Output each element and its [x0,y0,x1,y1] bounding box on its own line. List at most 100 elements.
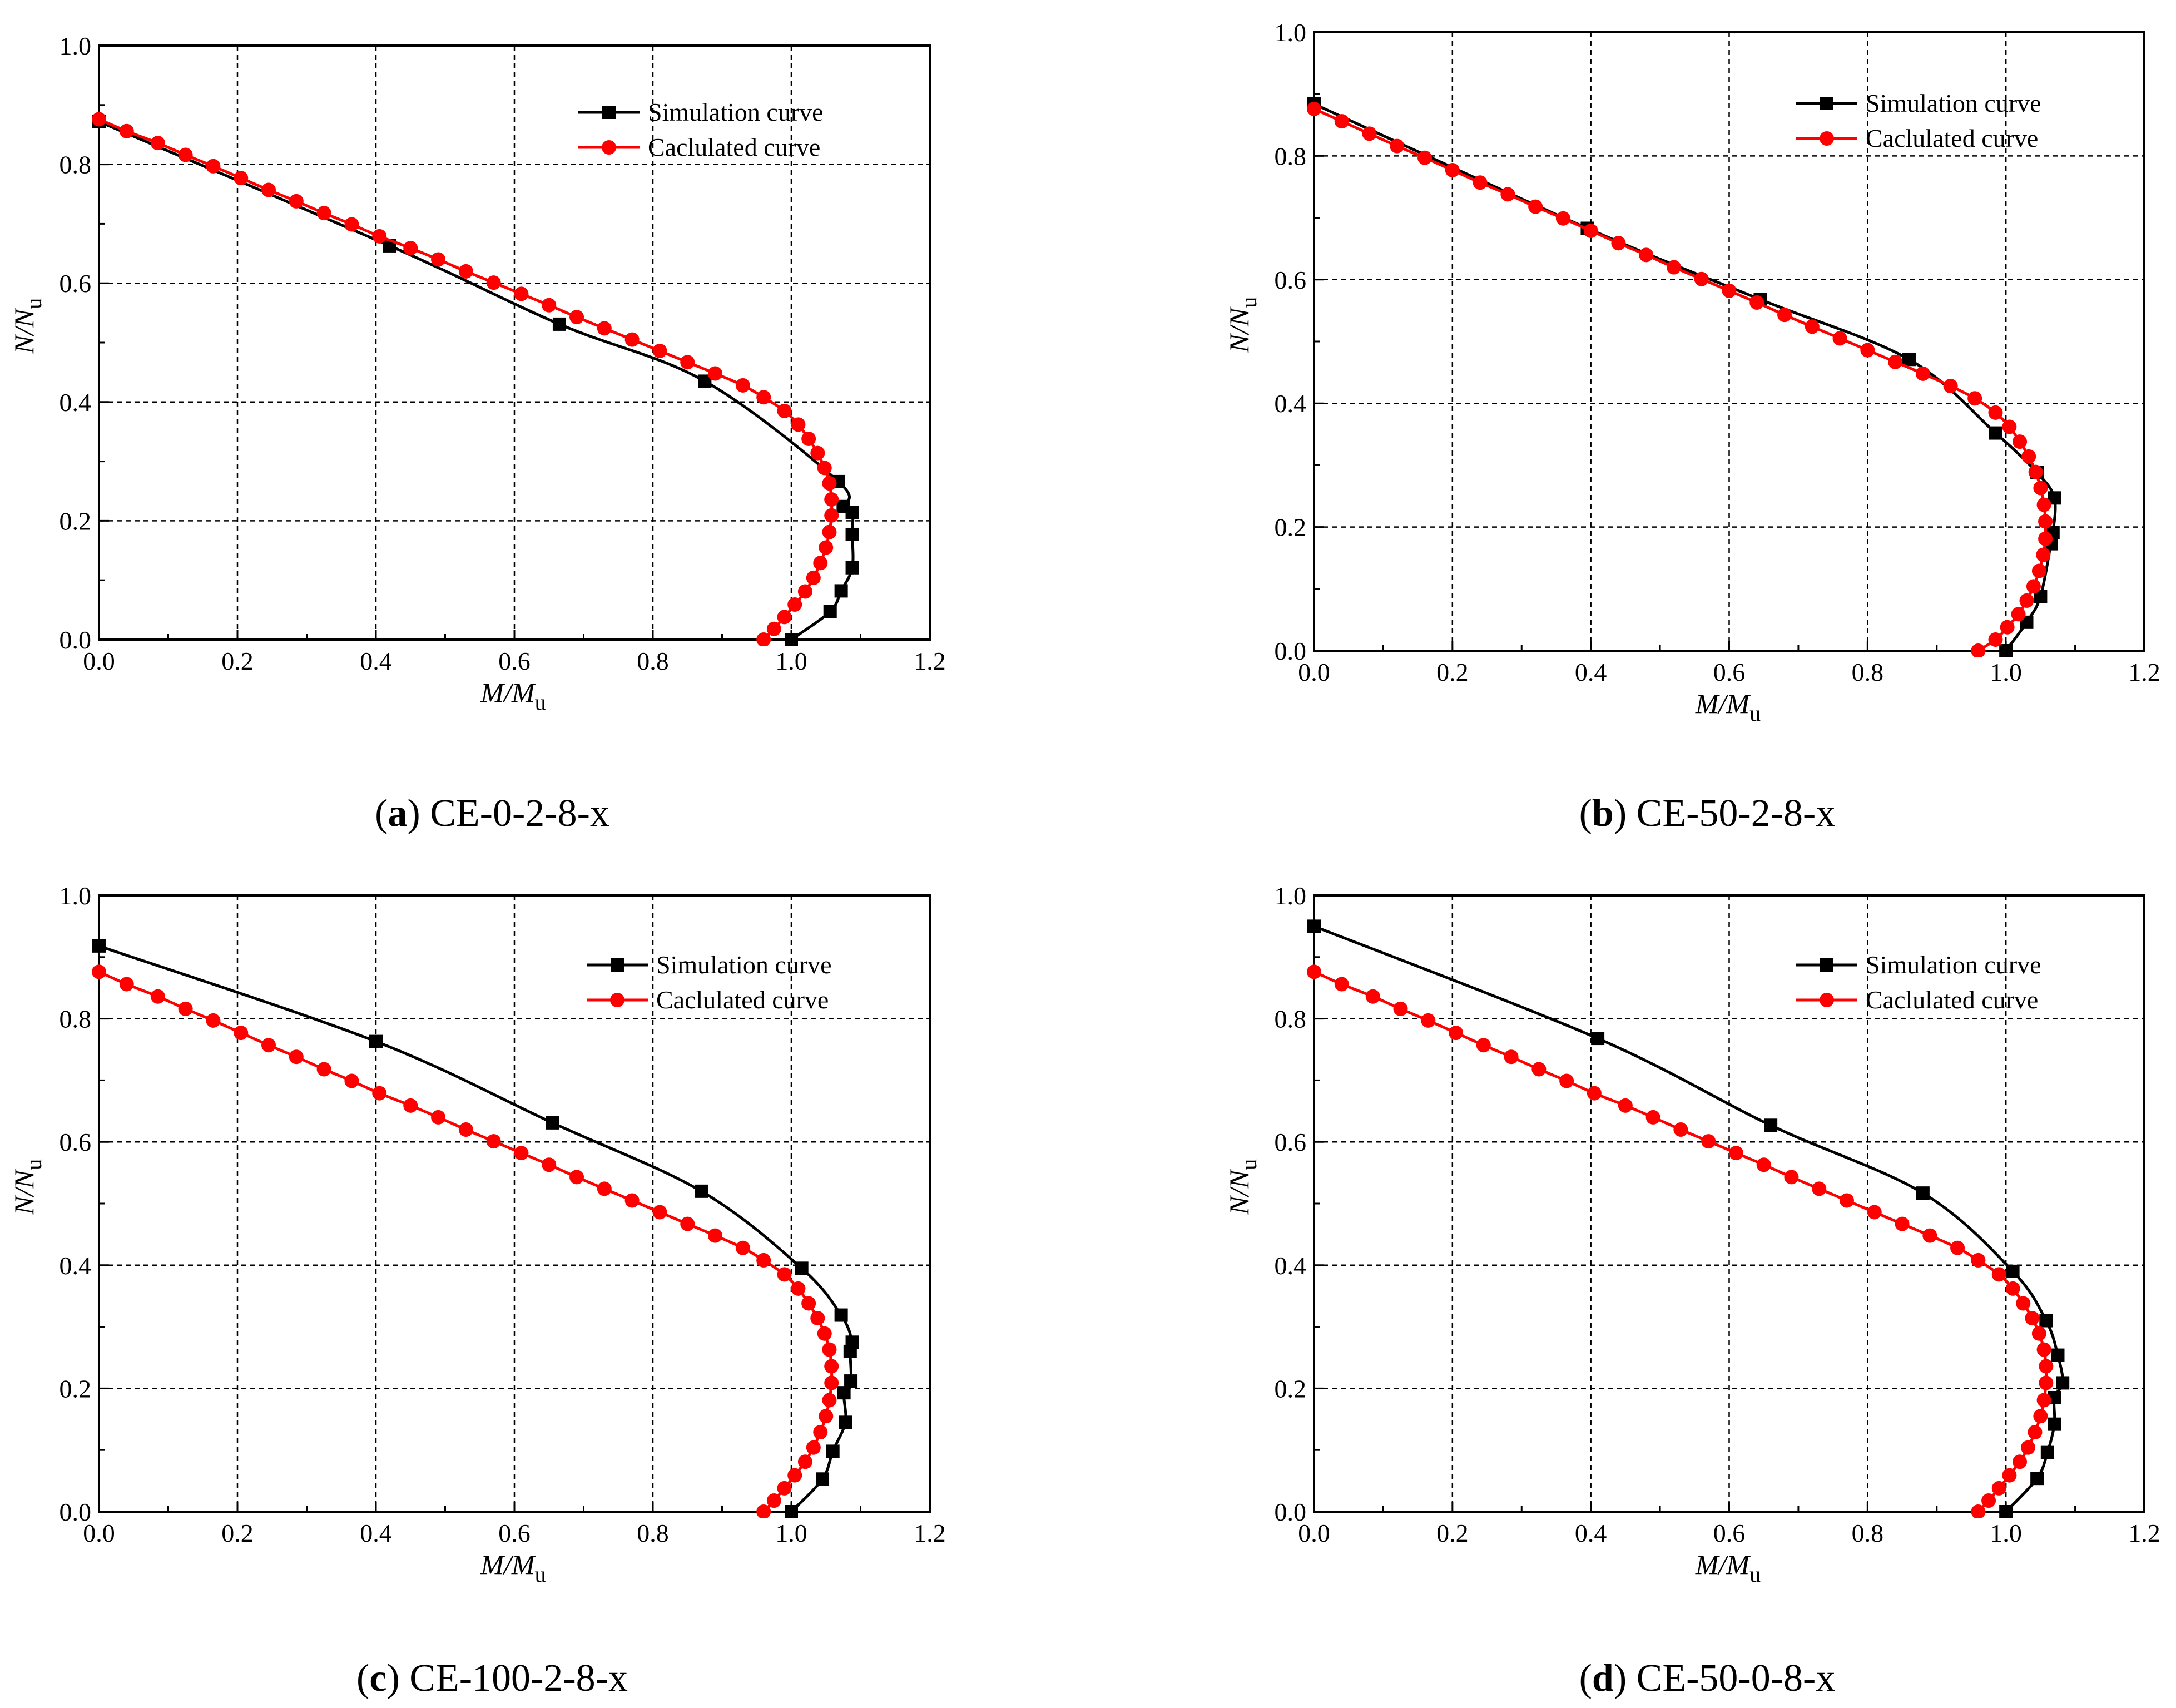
data-point-circle [824,492,839,507]
data-point-circle [1860,343,1875,358]
data-point-circle [1812,1181,1827,1196]
y-tick-label: 0.0 [1275,637,1307,665]
x-tick-label: 1.0 [1990,1519,2022,1547]
data-point-circle [1334,114,1349,129]
x-tick-label: 1.2 [2128,658,2160,686]
data-point-circle [1449,1026,1464,1041]
x-axis-label-part: M/M [1695,688,1751,719]
data-point-circle [486,1134,501,1149]
data-point-circle [824,508,839,523]
series-line [98,971,834,1513]
data-point-circle [2025,1311,2040,1326]
caption-paren-open: ( [1579,792,1592,835]
calculated-series [1307,964,2054,1518]
data-point-circle [1922,1228,1937,1243]
data-point-circle [1645,1110,1660,1125]
data-point-circle [824,1359,839,1374]
x-tick-label: 0.4 [1575,1519,1607,1547]
data-point-square [1902,353,1916,367]
x-tick-label: 0.0 [83,1519,115,1547]
data-point-square [2056,1376,2070,1390]
data-point-circle [824,1375,839,1390]
data-point-circle [92,112,106,127]
data-point-square [1989,426,2002,440]
caption-text: ) CE-50-2-8-x [1614,792,1836,835]
data-point-circle [819,540,834,555]
data-point-circle [2031,1326,2046,1341]
x-tick-label: 0.2 [1436,658,1469,686]
calculated-series [92,112,839,646]
data-point-circle [119,977,134,992]
y-tick-label: 0.6 [60,269,92,298]
data-point-circle [2036,547,2051,562]
data-point-circle [735,1240,750,1255]
data-point-square [844,1374,858,1388]
chart-panel-b: 0.0 0.2 0.4 0.6 0.8 1.0 1.2 0.0 0.2 0.4 0.6 0.8 1.0 M… [1223,18,2160,835]
data-point-circle [708,366,723,381]
data-point-circle [1421,1013,1436,1028]
data-point-circle [2021,449,2036,464]
data-point-square [2048,1417,2061,1431]
caption-letter: d [1592,1657,1614,1700]
y-axis-label: N/Nu [1223,297,1261,354]
data-point-circle [777,610,792,625]
caption-letter: b [1592,792,1614,835]
data-point-circle [514,286,529,301]
data-point-square [843,1344,857,1358]
data-point-square [785,1505,798,1518]
data-point-circle [652,1205,667,1220]
x-tick-label: 0.4 [360,647,392,675]
data-point-square [552,317,566,331]
data-point-circle [822,1393,837,1408]
data-point-circle [1365,989,1380,1004]
data-point-circle [1915,366,1930,381]
data-point-circle [766,621,781,636]
data-point-circle [178,1001,193,1016]
series-line [98,118,834,641]
data-point-circle [822,524,837,539]
data-point-circle [1500,187,1515,202]
data-point-circle [1307,101,1321,116]
caption-letter: c [369,1657,386,1700]
x-tick-label: 0.0 [83,647,115,675]
data-point-circle [708,1228,723,1243]
x-tick-label: 0.6 [498,647,531,675]
data-point-circle [801,1296,816,1311]
y-axis-label-sub: u [1236,1159,1261,1170]
panel-caption: (b) CE-50-2-8-x [1579,792,1836,835]
x-axis-label-sub: u [535,1562,546,1587]
data-point-circle [2013,1454,2028,1469]
y-tick-label: 1.0 [1275,882,1307,910]
y-tick-label: 1.0 [60,32,92,60]
y-tick-label: 0.6 [1275,1128,1307,1156]
data-point-circle [486,275,501,290]
data-point-circle [2005,1281,2020,1296]
data-point-circle [372,229,387,244]
x-tick-label: 0.6 [1713,658,1746,686]
data-point-circle [261,182,276,197]
data-point-square [826,1444,840,1458]
data-point-circle [206,159,221,174]
data-point-circle [1971,1504,1986,1518]
circle-marker-icon [610,993,624,1007]
data-point-circle [234,171,249,186]
data-point-circle [813,556,828,571]
data-point-circle [316,1062,331,1077]
data-point-circle [680,355,695,370]
circle-marker-icon [602,140,616,155]
data-point-square [823,605,837,618]
simulation-series [1307,919,2070,1518]
data-point-square [845,527,859,541]
data-point-circle [2036,1342,2051,1357]
data-point-circle [150,136,165,151]
data-point-square [2051,1348,2065,1362]
data-point-circle [2038,531,2053,546]
data-point-circle [777,403,792,418]
data-point-circle [1694,271,1709,286]
y-axis-label-part: N/N [1223,306,1255,353]
data-point-circle [1832,331,1847,346]
data-point-circle [756,632,771,646]
x-axis-label: M/Mu [480,677,546,715]
data-point-circle [2039,1375,2054,1390]
y-tick-label: 0.4 [60,1251,92,1280]
